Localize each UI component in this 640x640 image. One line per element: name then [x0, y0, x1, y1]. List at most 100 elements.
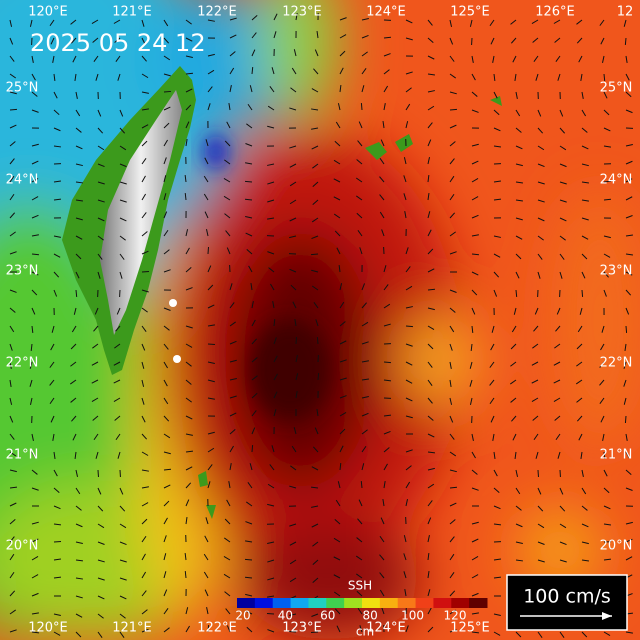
lat-label: 25°N [6, 81, 39, 96]
vector [141, 212, 147, 219]
vector [493, 558, 501, 561]
vector [491, 325, 495, 333]
vector [31, 592, 39, 597]
vector [336, 625, 341, 633]
vector [141, 140, 148, 147]
vector [314, 49, 319, 57]
vector [229, 463, 232, 471]
vector [449, 37, 454, 45]
vector [403, 571, 407, 579]
vector [427, 607, 432, 615]
vector [251, 410, 257, 417]
vector [292, 301, 297, 309]
vector [207, 481, 211, 489]
vector [203, 175, 209, 183]
vector [97, 181, 105, 185]
vector [53, 469, 58, 477]
vector [470, 343, 473, 352]
vector [515, 505, 522, 511]
vector [185, 19, 192, 25]
vector [115, 55, 121, 62]
colorbar-tick-label: 20 [235, 609, 250, 623]
vector [119, 217, 127, 222]
vector [493, 576, 502, 579]
vector [163, 627, 170, 633]
vector [533, 55, 539, 62]
lat-label: 23°N [600, 264, 633, 279]
vector [141, 307, 148, 313]
vector [9, 536, 15, 543]
vector [581, 235, 589, 240]
vector [405, 379, 413, 384]
vector [355, 555, 363, 561]
vector [94, 307, 99, 315]
vector [229, 85, 232, 93]
vector [403, 535, 407, 543]
vector [537, 127, 544, 134]
vector [163, 55, 171, 61]
vector [405, 266, 411, 273]
vector [229, 34, 237, 39]
vector [356, 195, 363, 201]
vector [9, 193, 15, 201]
vector [471, 73, 476, 81]
colorbar: SSH cm 20 40 60 80 100 120 [235, 579, 488, 639]
vector [357, 607, 363, 615]
vector [310, 631, 319, 634]
vector [75, 163, 83, 167]
vector [52, 433, 55, 441]
vector [580, 451, 583, 459]
vector [163, 157, 167, 165]
vector [510, 343, 517, 350]
vector [471, 592, 479, 597]
vector [471, 612, 479, 615]
vector [31, 469, 38, 475]
vector [119, 523, 127, 529]
vector [91, 397, 99, 403]
vector [9, 158, 15, 165]
vector [625, 55, 628, 63]
vector [251, 338, 258, 345]
vector [581, 109, 587, 117]
vector [291, 67, 297, 75]
vector [493, 469, 498, 477]
vector [9, 231, 16, 237]
vector [514, 451, 517, 460]
vector [97, 199, 105, 203]
vector [449, 469, 457, 473]
vector [531, 19, 539, 24]
vector [493, 289, 498, 297]
vector [185, 139, 188, 147]
vector [289, 541, 297, 546]
vector [334, 140, 341, 147]
vector [509, 379, 517, 385]
vector [251, 66, 254, 75]
vector [141, 535, 147, 543]
vector [31, 289, 38, 296]
vector [427, 379, 433, 386]
vector [53, 451, 56, 459]
vector [603, 180, 612, 183]
vector [163, 269, 171, 273]
vector [117, 73, 121, 81]
vector [9, 19, 13, 27]
vector [69, 379, 77, 385]
vector [267, 503, 275, 507]
vector [599, 397, 605, 404]
vector [141, 379, 145, 387]
vector [163, 229, 169, 237]
vector [403, 175, 407, 183]
vector [335, 499, 341, 507]
vector [185, 466, 193, 471]
colorbar-tick-label: 40 [278, 609, 293, 623]
vector [289, 163, 297, 168]
vector [53, 613, 61, 616]
vector [515, 559, 524, 562]
vector [289, 181, 297, 187]
vector [31, 433, 34, 441]
vector [449, 55, 455, 62]
vector [576, 19, 583, 25]
vector [333, 537, 341, 543]
vector [163, 19, 169, 27]
vector [625, 631, 633, 634]
